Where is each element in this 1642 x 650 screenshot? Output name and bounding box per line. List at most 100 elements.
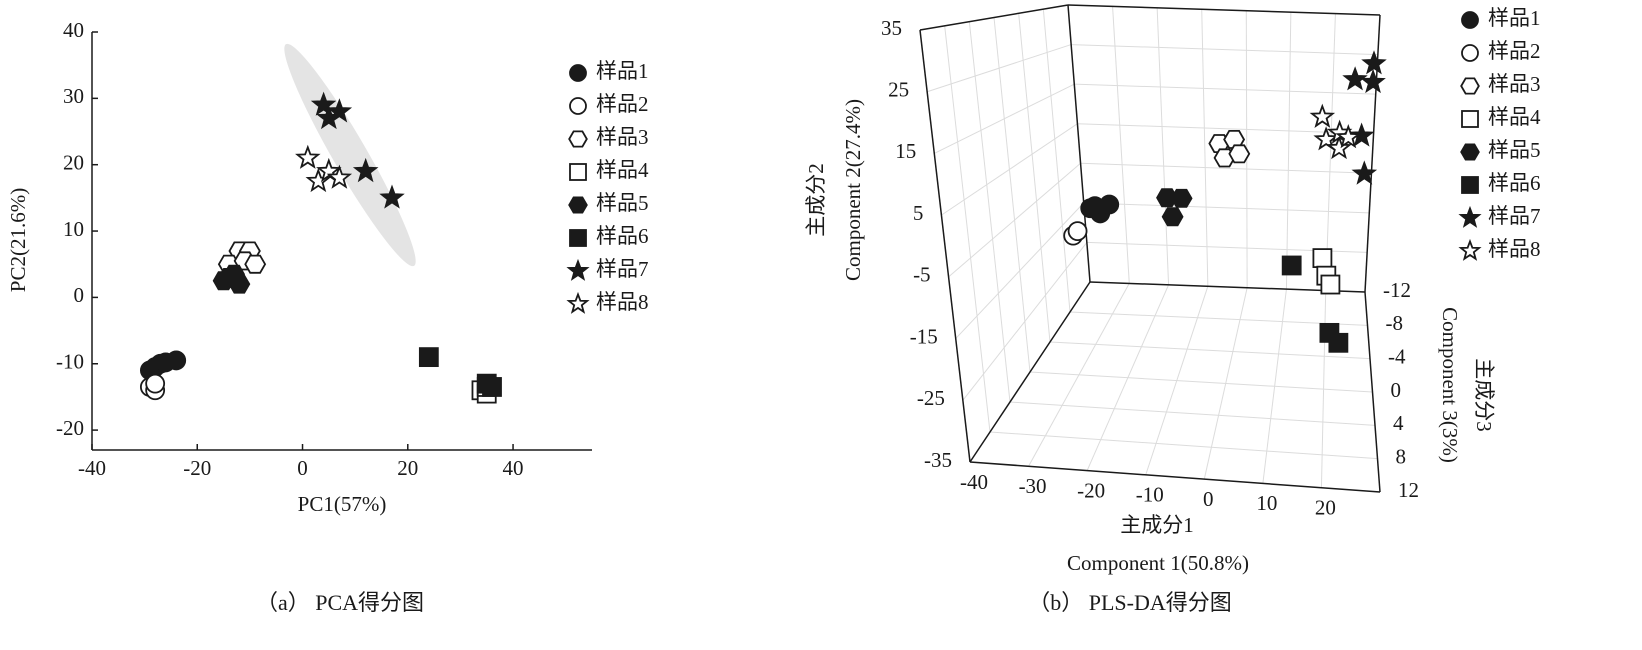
z-axis-label: Component 3(3%) <box>1438 307 1462 463</box>
grid-line <box>944 25 991 433</box>
legend-marker <box>1458 238 1482 261</box>
data-point <box>316 157 342 183</box>
box-edge <box>1067 4 1091 283</box>
grid-line <box>968 21 1011 403</box>
x-axis-label: Component 1(50.8%) <box>1067 551 1249 575</box>
data-point <box>482 377 502 397</box>
z-tick-label: -4 <box>1388 344 1406 368</box>
legend-label: 样品2 <box>596 92 649 116</box>
legend-label: 样品5 <box>596 191 649 215</box>
x-tick-label: 0 <box>1203 487 1214 511</box>
data-point <box>1335 124 1362 149</box>
x-tick-label: 40 <box>503 456 524 480</box>
data-point <box>1313 126 1339 151</box>
x-tick-label: 20 <box>1315 496 1336 520</box>
grid-line <box>1009 401 1376 426</box>
z-tick-label: 4 <box>1393 411 1404 435</box>
box-edge <box>919 29 971 463</box>
data-point <box>1326 135 1352 160</box>
z-tick-label: -12 <box>1383 278 1411 302</box>
y-tick-label: -25 <box>917 386 945 410</box>
legend-marker <box>1461 11 1479 29</box>
y-axis-label: Component 2(27.4%) <box>841 99 865 281</box>
legend-label: 样品6 <box>596 224 649 248</box>
grid-line <box>1069 311 1368 326</box>
legend-marker <box>568 196 588 214</box>
y-axis-label: PC2(21.6%) <box>6 188 30 292</box>
grid-line <box>1018 13 1051 343</box>
legend-label: 样品4 <box>596 158 649 182</box>
data-point <box>244 254 267 274</box>
legend-marker <box>1460 143 1480 161</box>
y-tick-label: 25 <box>888 78 909 102</box>
x-tick-label: 20 <box>397 456 418 480</box>
y-axis-label: 主成分2 <box>804 163 828 237</box>
data-point <box>326 98 353 123</box>
legend-label: 样品7 <box>596 257 649 281</box>
x-tick-label: -20 <box>1077 478 1105 502</box>
legend-marker <box>569 64 587 82</box>
grid-line <box>1080 162 1372 174</box>
data-point <box>1348 122 1375 147</box>
x-tick-label: 0 <box>297 456 308 480</box>
legend-label: 样品8 <box>596 290 649 314</box>
grid-line <box>1083 202 1370 214</box>
caption: （b） PLS-DA得分图 <box>1028 590 1232 615</box>
z-tick-label: -8 <box>1386 311 1404 335</box>
legend-marker <box>568 130 588 148</box>
grid-line <box>1156 7 1170 285</box>
data-point <box>326 164 353 189</box>
data-point <box>1161 207 1184 227</box>
legend-marker <box>1460 77 1480 95</box>
data-point <box>1281 255 1302 276</box>
grid-line <box>1285 12 1292 290</box>
y-tick-label: 0 <box>74 283 85 307</box>
legend-marker <box>1458 205 1482 228</box>
legend-marker <box>1461 176 1479 194</box>
legend-label: 样品6 <box>1488 171 1541 195</box>
legend-label: 样品7 <box>1488 204 1541 228</box>
legend-label: 样品4 <box>1488 105 1541 129</box>
grid-line <box>1071 44 1378 56</box>
y-tick-label: 15 <box>895 139 916 163</box>
legend-marker <box>1461 44 1479 62</box>
x-axis-label: 主成分1 <box>1120 513 1194 537</box>
z-axis-label: 主成分3 <box>1472 358 1496 432</box>
legend-label: 样品8 <box>1488 237 1541 261</box>
data-point <box>1170 188 1193 208</box>
x-tick-label: -40 <box>78 456 106 480</box>
grid-line <box>1029 371 1373 393</box>
y-tick-label: 5 <box>913 201 924 225</box>
y-tick-label: 10 <box>63 217 84 241</box>
data-point <box>166 350 187 371</box>
y-tick-label: 30 <box>63 84 84 108</box>
data-point <box>217 267 240 288</box>
y-tick-label: 35 <box>881 16 902 40</box>
data-point <box>418 347 439 368</box>
x-tick-label: 10 <box>1256 491 1277 515</box>
data-point <box>352 157 379 183</box>
data-point <box>1156 188 1178 208</box>
legend-marker <box>569 97 587 115</box>
data-point <box>1361 50 1387 75</box>
legend-marker <box>1461 110 1479 128</box>
data-point <box>1320 274 1341 295</box>
data-point <box>379 184 405 209</box>
legend-marker <box>569 229 587 247</box>
legend-marker <box>569 163 587 181</box>
grid-line <box>1201 9 1209 287</box>
data-point <box>1067 221 1088 242</box>
legend-label: 样品2 <box>1488 39 1541 63</box>
caption: （a） PCA得分图 <box>256 590 424 615</box>
box-edge <box>1067 4 1381 16</box>
data-point <box>1084 196 1105 217</box>
data-point <box>295 144 321 169</box>
box-edge <box>969 281 1091 463</box>
data-point <box>1360 68 1386 94</box>
data-point <box>310 91 337 116</box>
data-point <box>1351 160 1378 185</box>
x-tick-label: -10 <box>1136 483 1164 507</box>
legend-marker <box>566 258 590 281</box>
data-point <box>145 373 166 394</box>
